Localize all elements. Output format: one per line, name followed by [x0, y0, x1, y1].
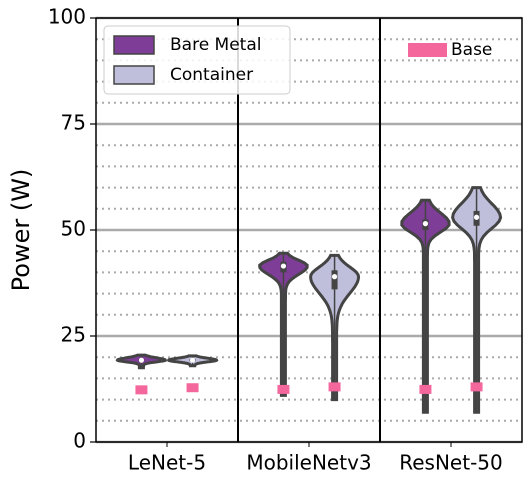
median-dot [422, 221, 429, 227]
median-dot [138, 357, 145, 363]
legend-swatch [113, 35, 155, 55]
y-tick-label: 75 [61, 111, 86, 135]
legend-swatch [113, 65, 155, 85]
median-dot [473, 214, 480, 220]
base-marker [470, 382, 483, 392]
legend-label: Base [451, 40, 492, 60]
base-marker [135, 385, 148, 395]
y-axis-label: Power (W) [7, 169, 35, 292]
legend-label: Container [170, 65, 253, 85]
y-tick-label: 100 [48, 5, 86, 29]
median-dot [331, 274, 338, 280]
plot-frame [95, 17, 523, 443]
base-marker [328, 382, 341, 392]
median-dot [189, 357, 196, 363]
y-tick-label: 50 [61, 217, 86, 241]
y-tick-label: 0 [73, 429, 86, 453]
legend-label: Bare Metal [170, 35, 262, 55]
x-tick-label: ResNet-50 [399, 451, 503, 475]
x-tick-label: MobileNetv3 [246, 451, 371, 475]
median-dot [280, 263, 287, 269]
base-marker [186, 383, 199, 393]
base-marker [277, 384, 290, 394]
legend-swatch [408, 43, 447, 57]
base-marker [419, 384, 432, 394]
x-tick-label: LeNet-5 [128, 451, 206, 475]
y-tick-label: 25 [61, 323, 86, 347]
